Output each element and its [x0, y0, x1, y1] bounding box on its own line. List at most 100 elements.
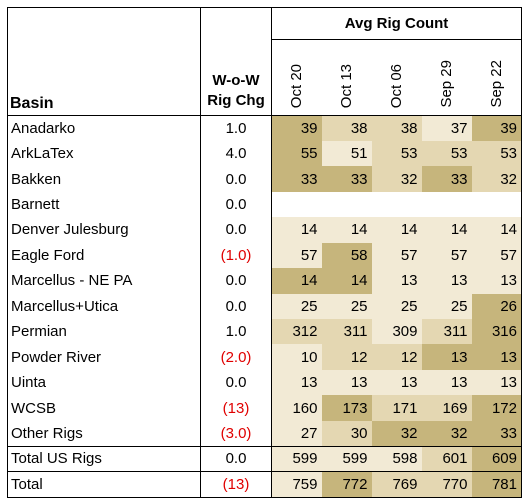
- rig-count-cell: [271, 191, 322, 218]
- rig-count-cell: 309: [371, 319, 422, 345]
- rig-count-cell: 38: [371, 115, 422, 141]
- wow-change-cell: 1.0: [200, 319, 272, 345]
- basin-name-cell: Anadarko: [7, 115, 201, 141]
- month-header-oct06: Oct 06: [371, 39, 422, 116]
- rig-count-cell: 55: [271, 140, 322, 167]
- rig-count-cell: 13: [271, 369, 322, 396]
- rig-count-cell: 14: [471, 217, 522, 243]
- wow-header-line1: W-o-W: [212, 72, 260, 89]
- table-row: Eagle Ford (1.0) 57 58 57 57 57: [7, 242, 522, 269]
- basin-name-cell: Denver Julesburg: [7, 217, 201, 243]
- basin-column-header: Basin: [7, 39, 201, 116]
- basin-name-cell: Marcellus - NE PA: [7, 268, 201, 294]
- rig-count-cell: [371, 191, 422, 218]
- month-header-sep22: Sep 22: [471, 39, 522, 116]
- basin-name-cell: Permian: [7, 319, 201, 345]
- rig-count-cell: 14: [271, 268, 322, 294]
- wow-change-cell: 0.0: [200, 293, 272, 319]
- rig-count-cell: 173: [321, 395, 372, 421]
- rig-count-cell: 13: [371, 268, 422, 294]
- rig-count-cell: 25: [421, 293, 472, 319]
- rig-count-cell: 171: [371, 395, 422, 421]
- wow-change-cell: (13): [200, 471, 272, 498]
- basin-name-cell: Marcellus+Utica: [7, 293, 201, 319]
- wow-change-cell: (13): [200, 395, 272, 421]
- rig-count-cell: 53: [371, 140, 422, 167]
- table-row: WCSB (13) 160 173 171 169 172: [7, 395, 522, 421]
- rig-count-table: Avg Rig Count Basin W-o-W Rig Chg Oct 20…: [7, 7, 522, 498]
- rig-count-cell: 599: [321, 445, 372, 472]
- basin-name-cell: Eagle Ford: [7, 242, 201, 269]
- rig-count-cell: 14: [271, 217, 322, 243]
- basin-name-cell: Uinta: [7, 369, 201, 396]
- rig-count-cell: 37: [421, 115, 472, 141]
- rig-count-cell: 169: [421, 395, 472, 421]
- wow-change-cell: 4.0: [200, 140, 272, 167]
- rig-count-cell: 33: [321, 166, 372, 192]
- rig-count-cell: 38: [321, 115, 372, 141]
- table-row: Total (13) 759 772 769 770 781: [7, 471, 522, 498]
- table-row: Barnett 0.0: [7, 191, 522, 218]
- wow-change-cell: 0.0: [200, 369, 272, 396]
- wow-change-cell: (2.0): [200, 344, 272, 370]
- rig-count-cell: 772: [321, 471, 372, 498]
- rig-count-cell: 14: [421, 217, 472, 243]
- wow-header-line2: Rig Chg: [207, 92, 265, 109]
- rig-count-cell: 58: [321, 242, 372, 269]
- header-wow-top: [200, 7, 272, 40]
- rig-count-cell: 27: [271, 420, 322, 447]
- rig-count-cell: 770: [421, 471, 472, 498]
- rig-count-cell: 599: [271, 445, 322, 472]
- basin-name-cell: Total: [7, 471, 201, 498]
- rig-count-cell: 13: [421, 369, 472, 396]
- rig-count-cell: 311: [421, 319, 472, 345]
- rig-count-cell: 13: [421, 268, 472, 294]
- rig-count-cell: 32: [371, 420, 422, 447]
- rig-count-cell: 13: [471, 369, 522, 396]
- table-row: Anadarko 1.0 39 38 38 37 39: [7, 115, 522, 141]
- table-row: Marcellus - NE PA 0.0 14 14 13 13 13: [7, 268, 522, 294]
- rig-count-cell: 172: [471, 395, 522, 421]
- wow-change-cell: (3.0): [200, 420, 272, 447]
- rig-count-cell: 316: [471, 319, 522, 345]
- rig-count-cell: 781: [471, 471, 522, 498]
- rig-count-cell: 598: [371, 445, 422, 472]
- rig-count-cell: 33: [421, 166, 472, 192]
- rig-count-cell: 13: [371, 369, 422, 396]
- rig-count-cell: 601: [421, 445, 472, 472]
- wow-change-cell: 0.0: [200, 191, 272, 218]
- rig-count-cell: 12: [371, 344, 422, 370]
- rig-count-cell: 14: [371, 217, 422, 243]
- rig-count-cell: 26: [471, 293, 522, 319]
- rig-count-cell: 13: [471, 268, 522, 294]
- rig-count-cell: [421, 191, 472, 218]
- rig-count-cell: 32: [421, 420, 472, 447]
- table-row: Other Rigs (3.0) 27 30 32 32 33: [7, 420, 522, 447]
- rig-count-cell: [471, 191, 522, 218]
- rig-count-cell: 25: [371, 293, 422, 319]
- rig-count-cell: 311: [321, 319, 372, 345]
- table-body: Anadarko 1.0 39 38 38 37 39 ArkLaTex 4.0 55 51 53 53…: [7, 115, 522, 498]
- table-row: Uinta 0.0 13 13 13 13 13: [7, 369, 522, 396]
- rig-count-cell: 312: [271, 319, 322, 345]
- table-row: Powder River (2.0) 10 12 12 13 13: [7, 344, 522, 370]
- rig-count-cell: 39: [271, 115, 322, 141]
- header-basin-top: [7, 7, 201, 40]
- rig-count-cell: 759: [271, 471, 322, 498]
- wow-change-cell: 0.0: [200, 445, 272, 472]
- wow-change-cell: 0.0: [200, 166, 272, 192]
- rig-count-cell: 51: [321, 140, 372, 167]
- table-row: Marcellus+Utica 0.0 25 25 25 25 26: [7, 293, 522, 319]
- wow-column-header: W-o-W Rig Chg: [200, 39, 272, 116]
- wow-change-cell: 0.0: [200, 217, 272, 243]
- basin-header-label: Basin: [10, 95, 54, 112]
- rig-count-cell: 25: [321, 293, 372, 319]
- table-row: Bakken 0.0 33 33 32 33 32: [7, 166, 522, 192]
- rig-count-cell: 769: [371, 471, 422, 498]
- basin-name-cell: Powder River: [7, 344, 201, 370]
- month-header-sep29: Sep 29: [421, 39, 472, 116]
- rig-count-cell: 33: [471, 420, 522, 447]
- rig-count-cell: 53: [471, 140, 522, 167]
- wow-change-cell: 0.0: [200, 268, 272, 294]
